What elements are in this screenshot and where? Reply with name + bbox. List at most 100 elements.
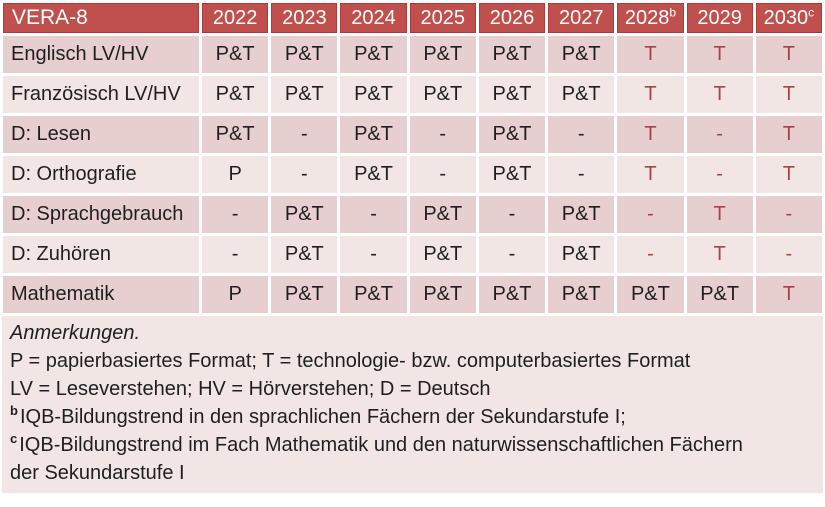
- format-cell: P&T: [202, 36, 269, 73]
- format-cell: T: [755, 156, 822, 193]
- format-cell: -: [617, 236, 684, 273]
- format-cell: -: [478, 196, 546, 233]
- table-row: Englisch LV/HV P&T P&T P&T P&T P&T P&T T T T: [3, 36, 822, 73]
- subject-label: Englisch LV/HV: [3, 36, 199, 73]
- format-cell: P&T: [271, 76, 338, 113]
- format-cell: T: [755, 116, 822, 153]
- format-cell: P&T: [409, 76, 476, 113]
- format-cell: P&T: [340, 156, 407, 193]
- format-cell: -: [409, 116, 476, 153]
- format-cell: P&T: [271, 36, 338, 73]
- format-cell: T: [686, 36, 753, 73]
- table-row: D: Lesen P&T - P&T - P&T - T - T: [3, 116, 822, 153]
- year-header: 2023: [271, 3, 338, 33]
- header-row: VERA-8 2022 2023 2024 2025 2026 2027 2028b 2029…: [3, 3, 822, 33]
- year-header: 2028b: [617, 3, 684, 33]
- notes-heading: Anmerkungen.: [10, 322, 141, 344]
- year-header: 2027: [548, 3, 615, 33]
- table-row: D: Sprachgebrauch - P&T - P&T - P&T - T -: [3, 196, 822, 233]
- subject-label: Mathematik: [3, 276, 199, 313]
- year-footnote-marker: b: [669, 4, 677, 19]
- format-cell: P&T: [340, 36, 407, 73]
- format-cell: P&T: [340, 116, 407, 153]
- format-cell: P&T: [271, 196, 338, 233]
- format-cell: T: [617, 76, 684, 113]
- format-cell: T: [686, 76, 753, 113]
- format-cell: -: [686, 156, 753, 193]
- format-cell: T: [617, 36, 684, 73]
- subject-label: D: Lesen: [3, 116, 199, 153]
- format-cell: P&T: [340, 76, 407, 113]
- table-row: D: Orthografie P - P&T - P&T - T - T: [3, 156, 822, 193]
- format-cell: P&T: [478, 276, 546, 313]
- format-cell: T: [617, 156, 684, 193]
- note-line: LV = Leseverstehen; HV = Hörverstehen; D…: [10, 378, 491, 400]
- format-cell: T: [755, 36, 822, 73]
- format-cell: -: [340, 196, 407, 233]
- format-cell: P&T: [548, 276, 615, 313]
- format-cell: P&T: [617, 276, 684, 313]
- format-cell: P&T: [409, 236, 476, 273]
- format-cell: P&T: [202, 116, 269, 153]
- format-cell: -: [271, 116, 338, 153]
- format-cell: P&T: [548, 236, 615, 273]
- format-cell: -: [340, 236, 407, 273]
- vera8-table: VERA-8 2022 2023 2024 2025 2026 2027 2028b 2029…: [3, 3, 822, 313]
- format-cell: -: [202, 236, 269, 273]
- format-cell: P: [202, 276, 269, 313]
- note-line: b IQB-Bildungstrend in den sprachlichen F…: [10, 403, 626, 428]
- table-body: Englisch LV/HV P&T P&T P&T P&T P&T P&T T T T Franz…: [3, 36, 822, 313]
- note-footnote-marker: c: [10, 431, 18, 447]
- year-header: 2030c: [755, 3, 822, 33]
- format-cell: T: [755, 76, 822, 113]
- format-cell: T: [686, 196, 753, 233]
- subject-label: D: Sprachgebrauch: [3, 196, 199, 233]
- table-row: Mathematik P P&T P&T P&T P&T P&T P&T P&T T: [3, 276, 822, 313]
- format-cell: P&T: [478, 36, 546, 73]
- format-cell: -: [617, 196, 684, 233]
- format-cell: -: [686, 116, 753, 153]
- year-header: 2029: [686, 3, 753, 33]
- format-cell: P&T: [686, 276, 753, 313]
- year-footnote-marker: c: [808, 4, 815, 19]
- format-cell: P&T: [409, 276, 476, 313]
- year-header: 2026: [478, 3, 546, 33]
- subject-label: D: Zuhören: [3, 236, 199, 273]
- year-header: 2025: [409, 3, 476, 33]
- year-header: 2022: [202, 3, 269, 33]
- format-cell: P&T: [478, 116, 546, 153]
- format-cell: T: [686, 236, 753, 273]
- format-cell: P&T: [548, 36, 615, 73]
- format-cell: -: [548, 156, 615, 193]
- table-row: D: Zuhören - P&T - P&T - P&T - T -: [3, 236, 822, 273]
- format-cell: -: [271, 156, 338, 193]
- format-cell: T: [755, 276, 822, 313]
- format-cell: P&T: [409, 196, 476, 233]
- format-cell: -: [202, 196, 269, 233]
- table-title: VERA-8: [3, 3, 199, 33]
- note-line: c IQB-Bildungstrend im Fach Mathematik un…: [10, 431, 743, 484]
- format-cell: -: [755, 236, 822, 273]
- format-cell: P&T: [548, 196, 615, 233]
- format-cell: -: [755, 196, 822, 233]
- format-cell: P&T: [478, 156, 546, 193]
- format-cell: -: [478, 236, 546, 273]
- subject-label: D: Orthografie: [3, 156, 199, 193]
- format-cell: -: [409, 156, 476, 193]
- note-line: P = papierbasiertes Format; T = technolo…: [10, 350, 691, 372]
- format-cell: P&T: [409, 36, 476, 73]
- format-cell: P&T: [340, 276, 407, 313]
- year-header: 2024: [340, 3, 407, 33]
- notes-section: Anmerkungen. P = papierbasiertes Format;…: [2, 316, 823, 493]
- format-cell: P: [202, 156, 269, 193]
- note-footnote-marker: b: [10, 403, 18, 419]
- format-cell: P&T: [548, 76, 615, 113]
- format-cell: -: [548, 116, 615, 153]
- format-cell: P&T: [271, 276, 338, 313]
- format-cell: P&T: [271, 236, 338, 273]
- format-cell: P&T: [478, 76, 546, 113]
- subject-label: Französisch LV/HV: [3, 76, 199, 113]
- format-cell: T: [617, 116, 684, 153]
- table-row: Französisch LV/HV P&T P&T P&T P&T P&T P&T T T T: [3, 76, 822, 113]
